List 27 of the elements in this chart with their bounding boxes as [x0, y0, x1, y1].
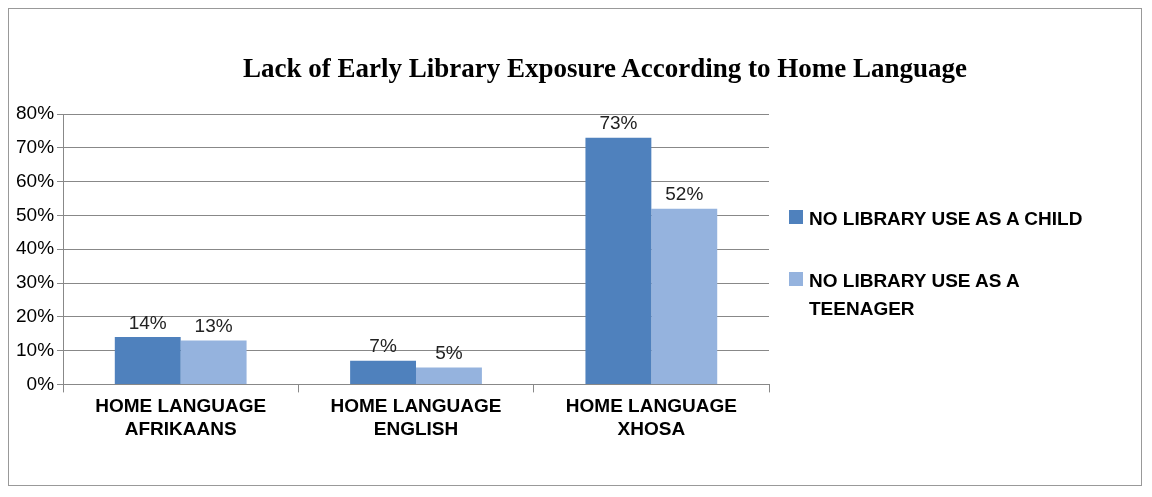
y-tick-label: 60% [16, 169, 55, 191]
y-tick-label: 40% [16, 237, 55, 259]
bar [651, 208, 718, 384]
data-label: 73% [599, 112, 638, 134]
bar [114, 337, 181, 384]
data-label: 52% [665, 183, 704, 205]
y-tick-label: 10% [16, 338, 55, 360]
data-label: 5% [435, 342, 463, 364]
bar [416, 367, 482, 384]
data-label: 7% [369, 335, 397, 357]
y-tick-label: 30% [16, 271, 55, 293]
y-tick-label: 50% [16, 203, 55, 225]
y-tick-label: 80% [16, 102, 55, 124]
x-tick-label: HOME LANGUAGE ENGLISH [330, 395, 502, 439]
y-tick-label: 70% [16, 136, 55, 158]
x-tick-label: HOME LANGUAGE XHOSA [565, 395, 737, 439]
data-label: 13% [194, 315, 233, 337]
y-tick-label: 0% [26, 372, 55, 394]
legend-label: NO LIBRARY USE AS A CHILD [809, 207, 1084, 231]
bar [180, 340, 247, 384]
legend-label: NO LIBRARY USE AS A TEENAGER [809, 269, 1021, 321]
chart-title: Lack of Early Library Exposure According to Home Language [242, 52, 968, 84]
bar [350, 360, 417, 384]
data-label: 14% [128, 311, 167, 333]
x-tick-label: HOME LANGUAGE AFRIKAANS [95, 395, 267, 439]
y-tick-label: 20% [16, 305, 55, 327]
bar [585, 137, 652, 384]
